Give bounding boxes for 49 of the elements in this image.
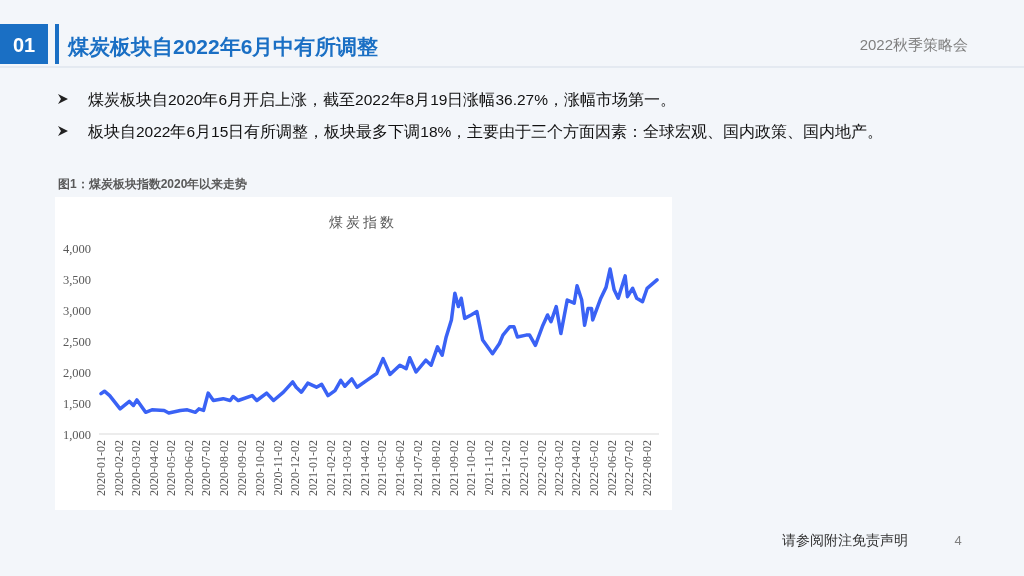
text: 2022秋季策略会 <box>859 36 968 53</box>
x-tick-label: 2020-10-02 <box>252 440 267 496</box>
x-tick-label: 2021-02-02 <box>323 440 338 496</box>
y-tick-label: 2,000 <box>62 365 91 380</box>
text: 4 <box>954 533 962 548</box>
x-tick-label: 2020-11-02 <box>270 440 285 496</box>
x-tick-label: 2021-08-02 <box>428 440 443 496</box>
text: 煤炭板块自2022年6月中有所调整 <box>67 35 379 58</box>
x-tick-label: 2021-04-02 <box>358 440 373 496</box>
y-tick-label: 3,500 <box>62 272 91 287</box>
x-tick-label: 2022-01-02 <box>517 440 532 496</box>
y-tick-label: 4,000 <box>62 241 91 256</box>
x-tick-label: 2022-04-02 <box>569 440 584 496</box>
chart-title: 煤炭指数 <box>329 215 397 230</box>
x-tick-label: 2020-06-02 <box>182 440 197 496</box>
x-tick-label: 2021-10-02 <box>464 440 479 496</box>
x-tick-label: 2020-02-02 <box>111 440 126 496</box>
y-tick-label: 1,500 <box>62 396 91 411</box>
y-tick-label: 3,000 <box>62 303 91 318</box>
x-tick-label: 2022-03-02 <box>551 440 566 496</box>
x-tick-label: 2021-01-02 <box>305 440 320 496</box>
text: 板块自2022年6月15日有所调整，板块最多下调18%，主要由于三个方面因素：全球宏观、国内政策、国内地产。 <box>87 123 884 140</box>
x-tick-label: 2022-07-02 <box>622 440 637 496</box>
text: 01 <box>12 34 36 56</box>
x-tick-label: 2020-04-02 <box>146 440 161 496</box>
x-tick-label: 2021-07-02 <box>410 440 425 496</box>
x-tick-label: 2021-11-02 <box>482 440 497 496</box>
x-tick-label: 2020-07-02 <box>199 440 214 496</box>
x-tick-label: 2022-08-02 <box>640 440 655 496</box>
y-tick-label: 2,500 <box>62 334 91 349</box>
x-tick-label: 2022-06-02 <box>604 440 619 496</box>
x-tick-label: 2020-05-02 <box>164 440 179 496</box>
line-series <box>99 267 659 415</box>
x-tick-label: 2021-06-02 <box>393 440 408 496</box>
text: 煤炭板块自2020年6月开启上涨，截至2022年8月19日涨幅36.27%，涨幅市场第一。 <box>88 91 677 108</box>
x-tick-label: 2020-12-02 <box>288 440 303 496</box>
x-tick-label: 2021-05-02 <box>375 440 390 496</box>
x-tick-label: 2020-09-02 <box>235 440 250 496</box>
x-tick-label: 2020-01-02 <box>94 440 108 496</box>
x-tick-label: 2021-12-02 <box>499 440 514 496</box>
x-tick-label: 2021-03-02 <box>340 440 355 496</box>
x-tick-label: 2020-03-02 <box>128 440 143 496</box>
text: 请参阅附注免责声明 <box>782 532 908 548</box>
x-tick-label: 2022-05-02 <box>586 440 601 496</box>
x-tick-label: 2020-08-02 <box>217 440 232 496</box>
x-tick-label: 2022-02-02 <box>535 440 550 496</box>
x-tick-label: 2021-09-02 <box>446 440 461 496</box>
y-tick-label: 1,000 <box>62 427 91 442</box>
caption: 图1：煤炭板块指数2020年以来走势 <box>58 177 248 191</box>
